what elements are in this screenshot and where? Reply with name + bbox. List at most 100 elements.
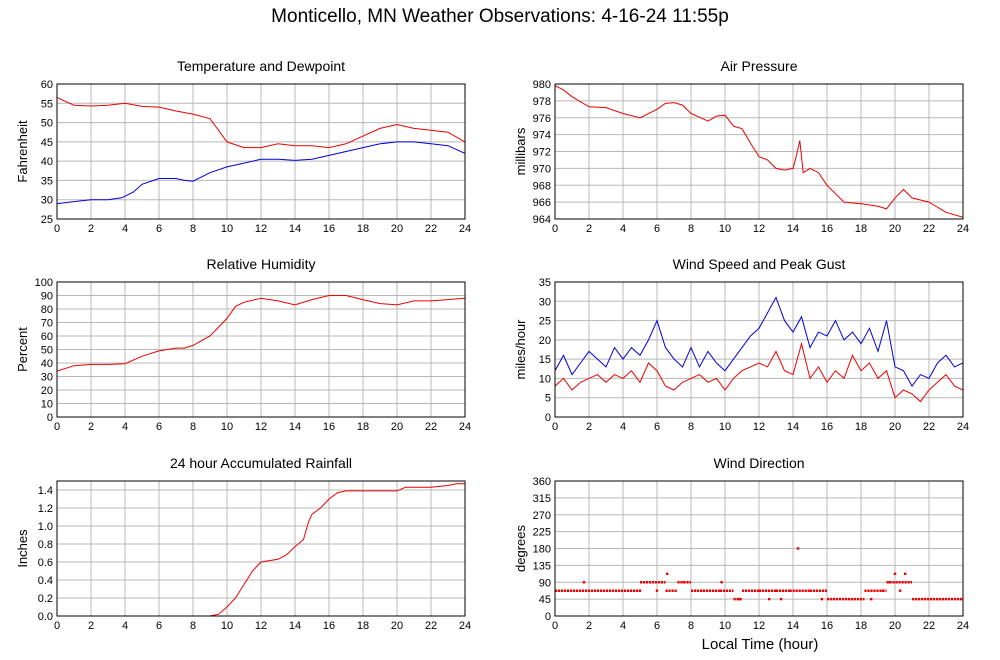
y-tick-label: 10: [539, 373, 551, 385]
y-tick-label: 0: [47, 412, 53, 424]
x-tick-label: 10: [719, 421, 731, 433]
x-tick-label: 8: [190, 421, 196, 433]
x-tick-label: 10: [221, 223, 233, 235]
humidity-plot-frame: [56, 281, 466, 418]
direction-direction-point: [870, 597, 873, 601]
x-tick-label: 16: [323, 421, 335, 433]
direction-direction-point: [888, 581, 892, 584]
x-tick-label: 0: [552, 620, 558, 632]
x-tick-label: 16: [821, 620, 833, 632]
x-tick-label: 10: [221, 620, 233, 632]
x-tick-label: 8: [190, 620, 196, 632]
x-tick-label: 14: [289, 223, 301, 235]
y-tick-label: 50: [41, 345, 53, 357]
y-tick-label: 60: [41, 79, 53, 91]
y-tick-label: 0: [545, 412, 551, 424]
direction-direction-point: [893, 572, 897, 576]
y-tick-label: 0: [545, 611, 551, 623]
direction-ylabel: degrees: [513, 525, 528, 572]
x-tick-label: 18: [855, 421, 867, 433]
x-tick-label: 12: [255, 421, 267, 433]
y-tick-label: 970: [533, 163, 551, 175]
x-tick-label: 0: [552, 223, 558, 235]
x-tick-label: 4: [122, 223, 128, 235]
direction-direction-point: [796, 547, 800, 550]
x-tick-label: 18: [357, 421, 369, 433]
y-tick-label: 40: [41, 358, 53, 370]
x-tick-label: 6: [654, 223, 660, 235]
humidity-ylabel: Percent: [15, 327, 30, 372]
x-tick-label: 22: [425, 223, 437, 235]
y-tick-label: 50: [41, 118, 53, 130]
x-tick-label: 16: [323, 620, 335, 632]
wind-ylabel: miles/hour: [513, 319, 528, 380]
x-tick-label: 4: [122, 421, 128, 433]
direction-direction-point: [768, 597, 771, 601]
temp-title: Temperature and Dewpoint: [177, 58, 345, 74]
y-tick-label: 80: [41, 304, 53, 316]
y-tick-label: 90: [539, 577, 551, 589]
y-tick-label: 0.2: [38, 593, 53, 605]
x-tick-label: 22: [923, 421, 935, 433]
x-tick-label: 16: [821, 223, 833, 235]
temp-series-0-line: [57, 97, 465, 149]
x-tick-label: 18: [855, 620, 867, 632]
y-tick-label: 0.6: [38, 557, 53, 569]
x-tick-label: 6: [156, 620, 162, 632]
x-tick-label: 22: [425, 620, 437, 632]
rain-ylabel: Inches: [15, 529, 30, 568]
direction-direction-point: [700, 589, 703, 592]
direction-direction-point: [683, 581, 686, 584]
direction-direction-point: [737, 597, 740, 601]
x-tick-label: 20: [889, 223, 901, 235]
y-tick-label: 1.2: [38, 503, 53, 515]
y-tick-label: 30: [41, 372, 53, 384]
x-tick-label: 24: [957, 421, 969, 433]
x-tick-label: 16: [323, 223, 335, 235]
y-tick-label: 180: [533, 544, 551, 556]
x-tick-label: 2: [88, 223, 94, 235]
x-tick-label: 24: [459, 421, 471, 433]
x-tick-label: 12: [255, 620, 267, 632]
y-tick-label: 0.4: [38, 575, 53, 587]
pressure-ylabel: millibars: [513, 127, 528, 175]
x-tick-label: 24: [957, 620, 969, 632]
y-tick-label: 100: [35, 277, 53, 289]
y-tick-label: 35: [539, 277, 551, 289]
x-tick-label: 14: [787, 421, 799, 433]
direction-direction-point: [820, 597, 824, 601]
y-tick-label: 45: [539, 594, 551, 606]
y-tick-label: 978: [533, 96, 551, 108]
temp-ylabel: Fahrenheit: [15, 120, 30, 183]
direction-direction-point: [779, 597, 783, 601]
wind-plot-frame: [554, 281, 964, 418]
x-tick-label: 6: [156, 421, 162, 433]
y-tick-label: 35: [41, 175, 53, 187]
y-tick-label: 966: [533, 197, 551, 209]
x-tick-label: 6: [156, 223, 162, 235]
x-tick-label: 10: [719, 223, 731, 235]
humidity-series-0-line: [57, 295, 465, 372]
x-tick-label: 14: [289, 620, 301, 632]
direction-direction-point: [898, 589, 902, 592]
direction-direction-point: [904, 572, 907, 576]
x-tick-label: 2: [586, 620, 592, 632]
y-tick-label: 964: [533, 214, 551, 226]
x-tick-label: 18: [357, 620, 369, 632]
y-tick-label: 968: [533, 180, 551, 192]
x-tick-label: 16: [821, 421, 833, 433]
x-tick-label: 22: [923, 223, 935, 235]
direction-direction-point: [582, 581, 586, 584]
y-tick-label: 360: [533, 476, 551, 488]
x-tick-label: 0: [54, 223, 60, 235]
y-tick-label: 972: [533, 147, 551, 159]
x-tick-label: 12: [753, 223, 765, 235]
y-tick-label: 25: [539, 316, 551, 328]
x-tick-label: 14: [787, 223, 799, 235]
x-tick-label: 14: [289, 421, 301, 433]
